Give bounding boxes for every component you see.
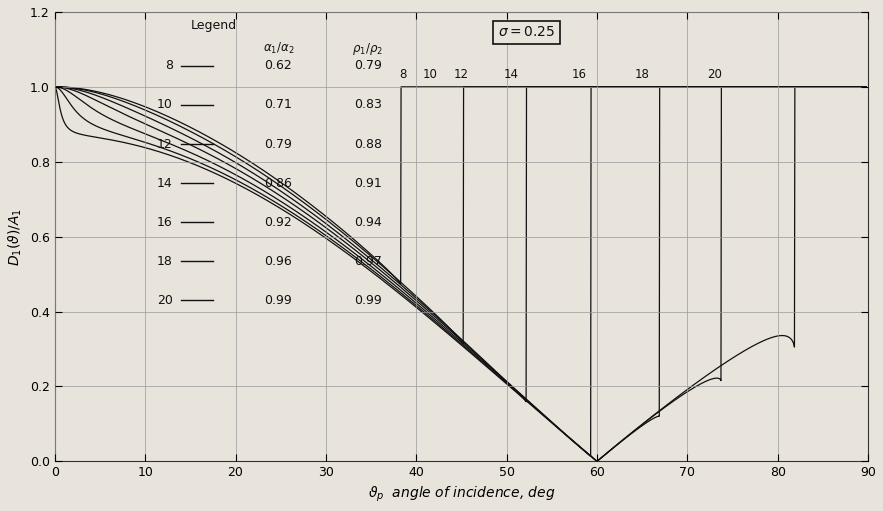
Text: 0.96: 0.96 — [265, 255, 292, 268]
Text: 0.97: 0.97 — [354, 255, 381, 268]
Text: 8: 8 — [165, 59, 173, 73]
Text: 18: 18 — [635, 68, 650, 81]
Text: 10: 10 — [422, 68, 437, 81]
Text: 16: 16 — [157, 216, 173, 229]
Text: 0.79: 0.79 — [354, 59, 381, 73]
Text: 10: 10 — [157, 99, 173, 111]
Text: 0.94: 0.94 — [354, 216, 381, 229]
Text: 0.86: 0.86 — [265, 177, 292, 190]
Text: $\sigma = 0.25$: $\sigma = 0.25$ — [498, 26, 555, 39]
X-axis label: $\vartheta_p$  angle of incidence, deg: $\vartheta_p$ angle of incidence, deg — [367, 485, 555, 504]
Text: 0.79: 0.79 — [265, 137, 292, 151]
Text: 0.99: 0.99 — [265, 294, 292, 307]
Text: 16: 16 — [571, 68, 586, 81]
Text: 20: 20 — [157, 294, 173, 307]
Text: 18: 18 — [157, 255, 173, 268]
Text: $\alpha_1/\alpha_2$: $\alpha_1/\alpha_2$ — [263, 41, 294, 56]
Text: 0.62: 0.62 — [265, 59, 292, 73]
Text: 0.91: 0.91 — [354, 177, 381, 190]
Text: 8: 8 — [399, 68, 406, 81]
Text: Legend: Legend — [191, 19, 237, 32]
Text: 0.83: 0.83 — [354, 99, 381, 111]
Text: 20: 20 — [707, 68, 722, 81]
Y-axis label: $D_1(\vartheta)/A_1$: $D_1(\vartheta)/A_1$ — [7, 207, 25, 266]
Text: $\rho_1/\rho_2$: $\rho_1/\rho_2$ — [352, 41, 383, 57]
Text: 0.92: 0.92 — [265, 216, 292, 229]
Text: 12: 12 — [454, 68, 469, 81]
Text: 0.71: 0.71 — [265, 99, 292, 111]
Text: 0.99: 0.99 — [354, 294, 381, 307]
Text: 14: 14 — [503, 68, 518, 81]
Text: 0.88: 0.88 — [354, 137, 382, 151]
Text: 12: 12 — [157, 137, 173, 151]
Text: 14: 14 — [157, 177, 173, 190]
